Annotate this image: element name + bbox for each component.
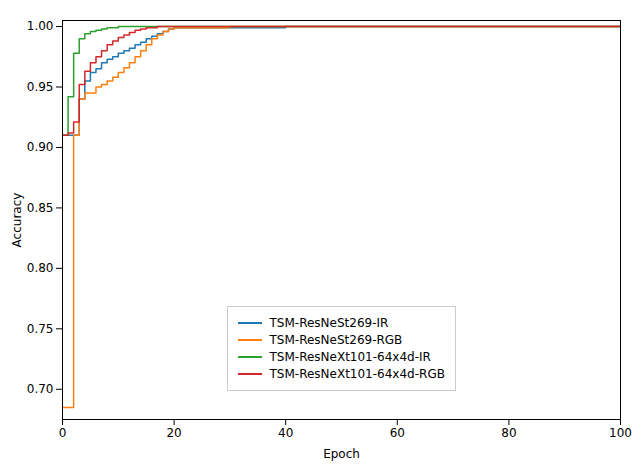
html-text:TSM-ResNeSt269-RGB: TSM-ResNeSt269-RGB bbox=[269, 333, 403, 347]
svg-text:0.85: 0.85 bbox=[27, 201, 54, 215]
svg-text:100: 100 bbox=[609, 426, 632, 440]
svg-text:0: 0 bbox=[59, 426, 67, 440]
html-text:TSM-ResNeXt101-64x4d-RGB: TSM-ResNeXt101-64x4d-RGB bbox=[269, 367, 445, 381]
svg-text:Epoch: Epoch bbox=[323, 447, 360, 461]
svg-text:20: 20 bbox=[166, 426, 181, 440]
svg-text:0.70: 0.70 bbox=[27, 382, 54, 396]
svg-text:0.95: 0.95 bbox=[27, 80, 54, 94]
html-text:TSM-ResNeSt269-IR: TSM-ResNeSt269-IR bbox=[269, 316, 389, 330]
svg-text:Accuracy: Accuracy bbox=[10, 193, 24, 248]
svg-text:1.00: 1.00 bbox=[27, 19, 54, 33]
svg-text:60: 60 bbox=[390, 426, 405, 440]
svg-text:0.80: 0.80 bbox=[27, 261, 54, 275]
svg-text:80: 80 bbox=[501, 426, 516, 440]
svg-text:0.75: 0.75 bbox=[27, 322, 54, 336]
html-text:TSM-ResNeXt101-64x4d-IR: TSM-ResNeXt101-64x4d-IR bbox=[269, 350, 431, 364]
svg-text:0.90: 0.90 bbox=[27, 140, 54, 154]
svg-text:40: 40 bbox=[278, 426, 293, 440]
